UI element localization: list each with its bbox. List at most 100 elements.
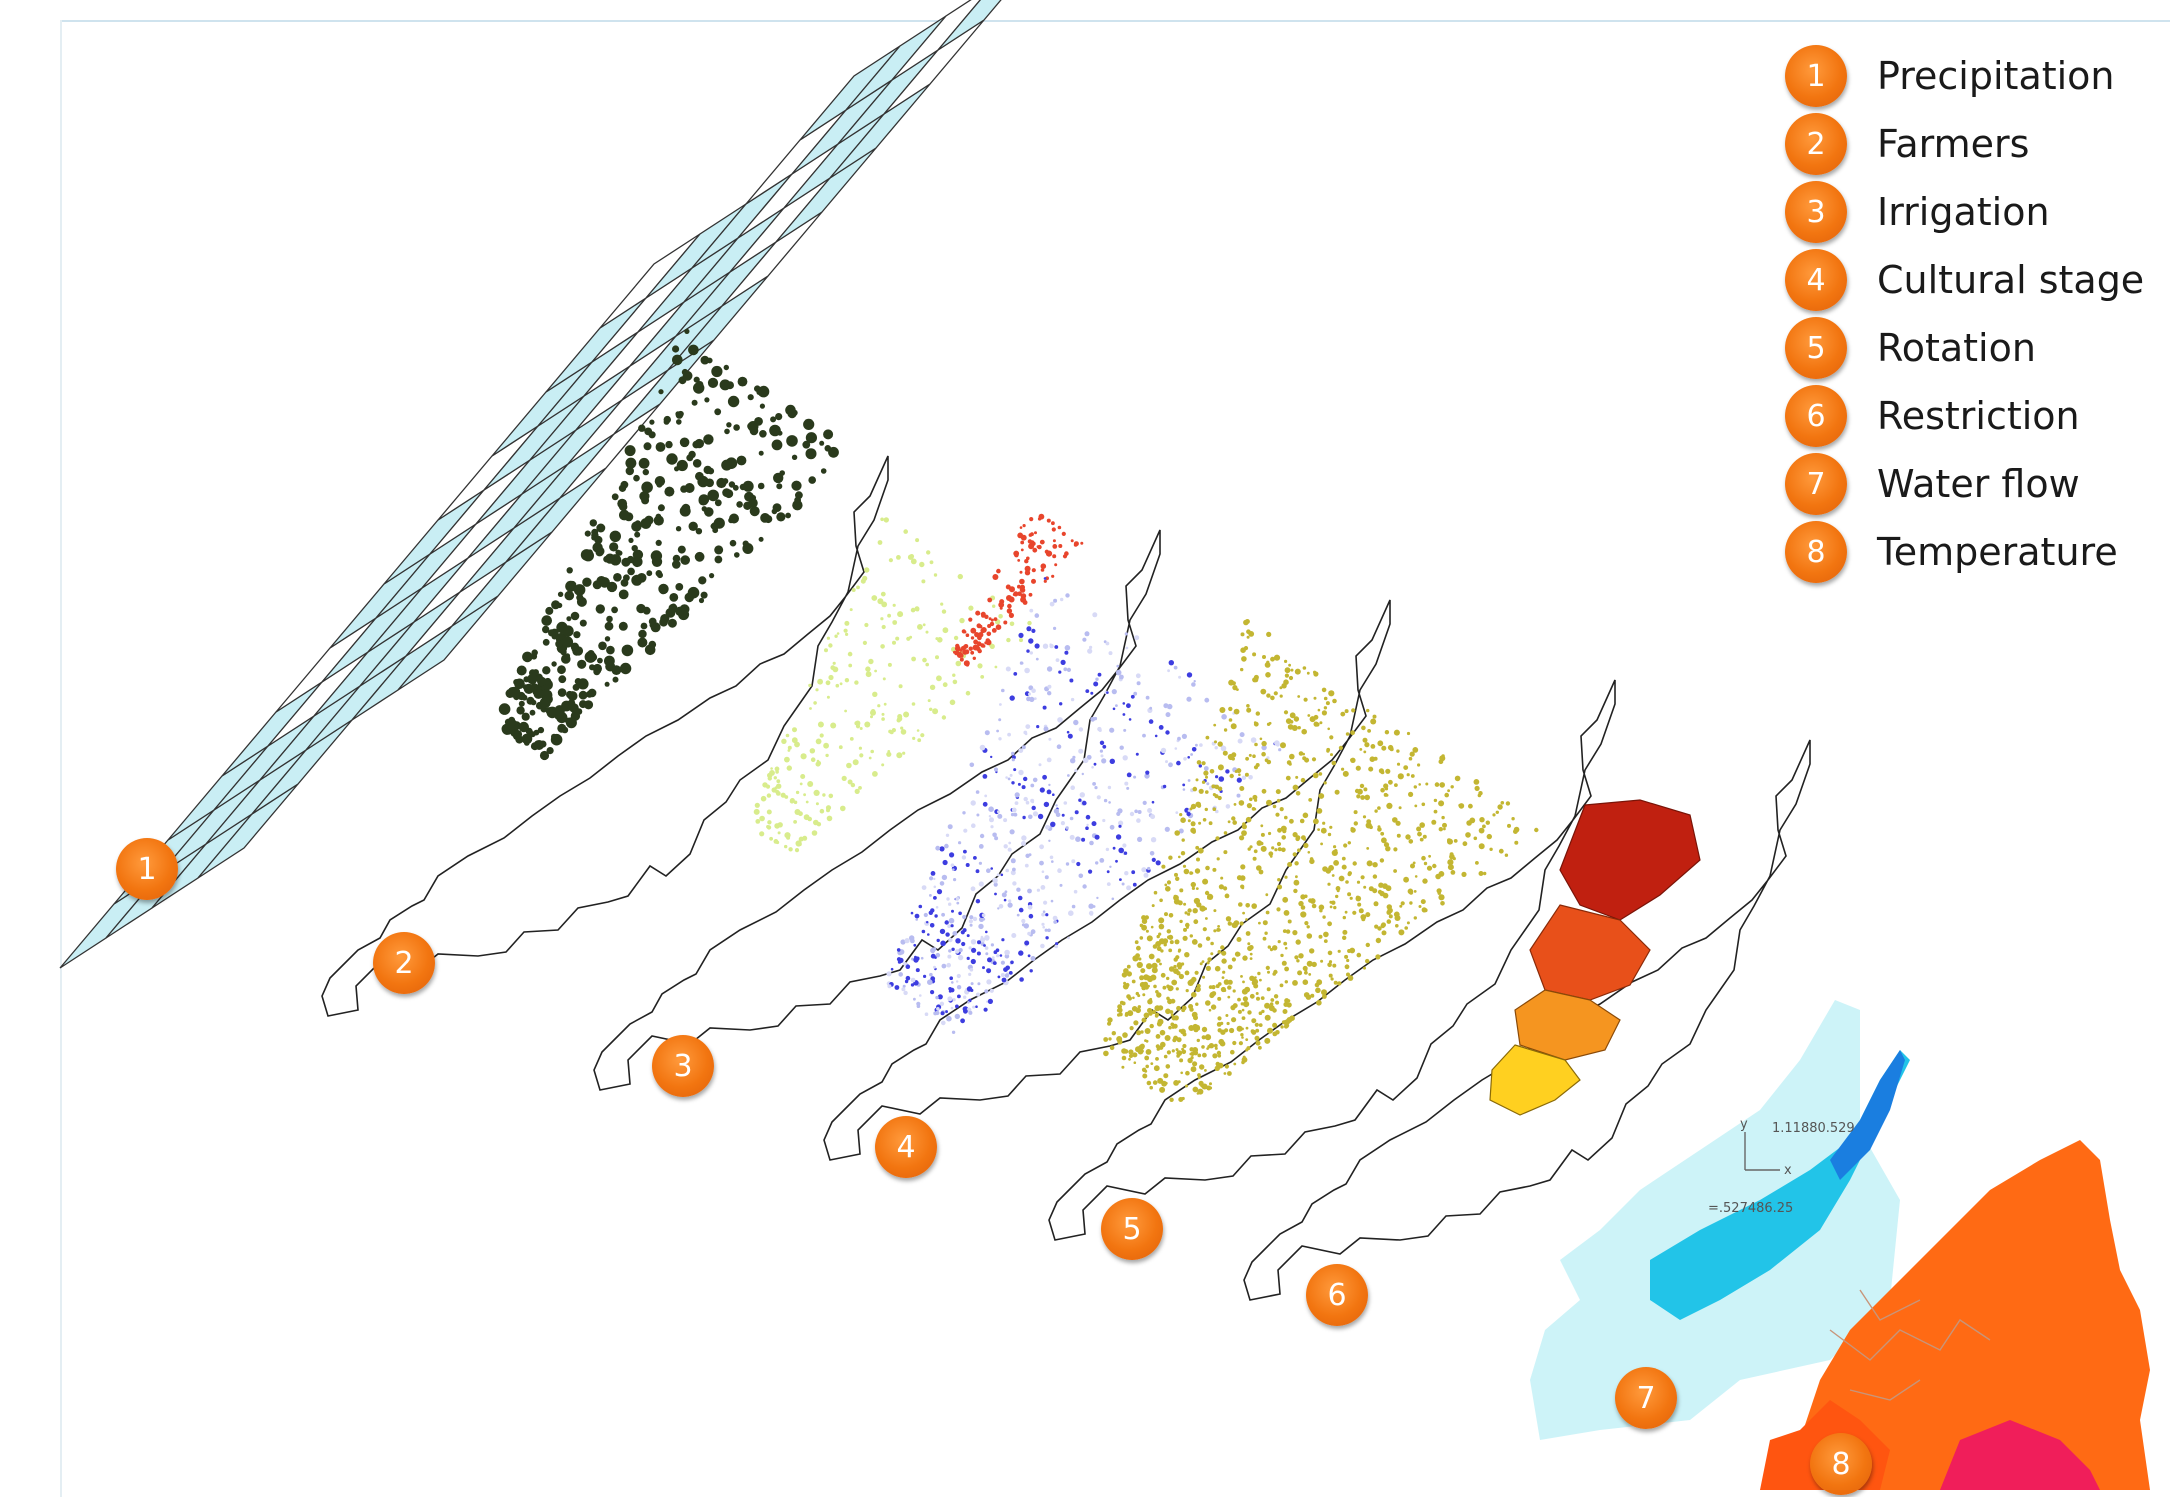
map-point bbox=[1156, 946, 1162, 952]
map-point bbox=[1043, 577, 1047, 580]
map-point bbox=[962, 645, 967, 650]
map-point bbox=[1426, 865, 1433, 871]
map-point bbox=[1207, 896, 1211, 900]
map-point bbox=[632, 549, 644, 560]
map-point bbox=[513, 724, 520, 731]
map-point bbox=[619, 662, 632, 675]
map-point bbox=[1145, 695, 1150, 700]
map-point bbox=[921, 579, 926, 584]
map-point bbox=[913, 957, 919, 963]
map-point bbox=[1129, 1026, 1134, 1031]
map-point bbox=[1425, 782, 1429, 786]
map-point bbox=[1237, 1009, 1242, 1014]
map-point bbox=[1215, 775, 1219, 779]
map-point bbox=[638, 424, 646, 432]
map-point bbox=[929, 972, 933, 977]
map-point bbox=[1150, 974, 1157, 981]
map-point bbox=[1064, 645, 1071, 651]
legend-label: Farmers bbox=[1877, 122, 2030, 166]
map-point bbox=[880, 617, 884, 621]
map-point bbox=[935, 637, 939, 641]
map-point bbox=[612, 676, 619, 683]
map-point bbox=[604, 681, 610, 687]
map-point bbox=[1283, 910, 1290, 916]
map-point bbox=[561, 636, 574, 648]
map-point bbox=[1017, 559, 1021, 562]
map-point bbox=[513, 732, 521, 740]
map-point bbox=[1273, 994, 1279, 999]
map-point bbox=[1295, 875, 1298, 879]
map-point bbox=[611, 493, 619, 501]
map-point bbox=[1003, 967, 1008, 972]
map-point bbox=[1023, 923, 1029, 929]
map-point bbox=[1017, 782, 1021, 786]
map-point bbox=[991, 628, 997, 633]
map-point bbox=[1189, 1007, 1194, 1012]
map-point bbox=[933, 877, 936, 881]
legend-badge: 6 bbox=[1785, 385, 1847, 447]
map-point bbox=[1241, 988, 1248, 995]
map-point bbox=[1478, 871, 1484, 876]
map-point bbox=[1238, 773, 1241, 776]
map-point bbox=[1033, 697, 1037, 700]
map-badge-2: 2 bbox=[373, 932, 435, 994]
map-point bbox=[1241, 1036, 1244, 1039]
map-point bbox=[709, 573, 715, 579]
map-point bbox=[1151, 962, 1158, 969]
legend-item-farmers: 2 Farmers bbox=[1785, 110, 2175, 178]
map-point bbox=[1306, 933, 1313, 939]
map-point bbox=[1197, 847, 1204, 854]
map-point bbox=[551, 661, 557, 667]
map-point bbox=[1022, 815, 1026, 820]
map-point bbox=[975, 645, 980, 649]
map-point bbox=[1417, 831, 1422, 837]
map-point bbox=[789, 798, 795, 803]
map-point bbox=[1173, 964, 1177, 969]
map-point bbox=[672, 345, 680, 353]
map-point bbox=[1230, 723, 1237, 730]
map-point bbox=[1176, 1054, 1180, 1058]
map-point bbox=[951, 947, 955, 951]
map-point bbox=[578, 690, 588, 700]
map-point bbox=[1057, 717, 1063, 723]
map-point bbox=[1124, 632, 1128, 636]
map-point bbox=[742, 480, 754, 492]
map-point bbox=[1155, 1057, 1159, 1061]
map-point bbox=[1325, 701, 1330, 706]
map-point bbox=[1168, 855, 1173, 860]
map-point bbox=[1038, 763, 1042, 767]
map-point bbox=[1461, 871, 1467, 878]
map-point bbox=[1085, 689, 1090, 693]
map-point bbox=[640, 622, 648, 630]
map-point bbox=[1066, 667, 1071, 673]
legend-item-water-flow: 7 Water flow bbox=[1785, 450, 2175, 518]
map-point bbox=[677, 545, 686, 554]
map-point bbox=[1246, 635, 1250, 639]
map-point bbox=[1231, 1017, 1237, 1023]
legend-item-cultural-stage: 4 Cultural stage bbox=[1785, 246, 2175, 314]
map-point bbox=[1065, 826, 1069, 830]
water-flow-layer: y x 1.11880.529 =.527486.25 bbox=[1530, 1000, 1910, 1440]
map-point bbox=[1205, 936, 1211, 941]
map-point bbox=[951, 909, 954, 913]
map-point bbox=[1158, 923, 1165, 930]
map-point bbox=[1035, 657, 1039, 661]
map-point bbox=[858, 786, 862, 790]
map-point bbox=[1210, 941, 1214, 946]
map-point bbox=[1309, 948, 1315, 954]
map-point bbox=[1396, 833, 1401, 838]
map-point bbox=[828, 793, 834, 799]
axis-y-label: y bbox=[1740, 1117, 1748, 1132]
map-point bbox=[700, 591, 708, 599]
map-point bbox=[533, 729, 540, 736]
legend-label: Precipitation bbox=[1877, 54, 2115, 98]
water-flow-main-river bbox=[1830, 1050, 1905, 1180]
map-point bbox=[558, 675, 567, 684]
map-point bbox=[881, 712, 885, 716]
map-point bbox=[1060, 821, 1065, 826]
map-point bbox=[530, 699, 537, 706]
map-point bbox=[1360, 875, 1365, 880]
map-point bbox=[1272, 1031, 1278, 1037]
map-point bbox=[1239, 835, 1245, 841]
map-point bbox=[817, 678, 823, 685]
